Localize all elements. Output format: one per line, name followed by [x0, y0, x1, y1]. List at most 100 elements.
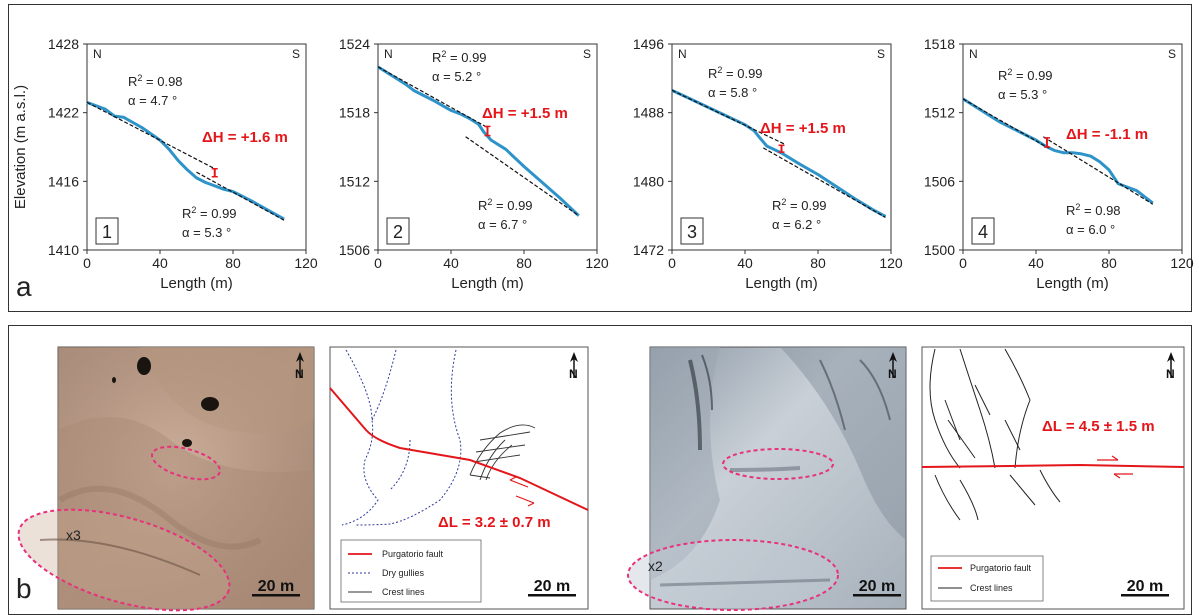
fit-line — [465, 136, 580, 217]
x-axis-label: Length (m) — [160, 275, 233, 292]
fit-line — [1042, 136, 1154, 205]
north-arrow-icon — [1167, 352, 1175, 378]
north-arrow-icon — [296, 352, 304, 378]
y-tick-label: 1518 — [924, 36, 955, 52]
alpha-label: α = 5.2 ° — [432, 69, 481, 84]
x-tick-label: 120 — [585, 255, 609, 271]
map1-scale: 20 m — [258, 578, 294, 595]
fit-line — [377, 66, 488, 129]
sketch2-scale-bar — [1121, 594, 1169, 597]
fit-line — [671, 89, 786, 145]
profile-number: 1 — [102, 222, 112, 242]
y-tick-label: 1416 — [48, 173, 79, 189]
y-tick-label: 1422 — [48, 105, 79, 121]
y-tick-label: 1506 — [924, 173, 955, 189]
fit-line — [196, 171, 285, 221]
x-axis-label: Length (m) — [745, 275, 818, 292]
sketch2-scale: 20 m — [1127, 578, 1163, 595]
legend2-fault: Purgatorio fault — [970, 563, 1032, 573]
sketch1-scale: 20 m — [534, 578, 570, 595]
x-tick-label: 40 — [443, 255, 459, 271]
profile-number-box — [680, 217, 704, 245]
sketch1-gullies — [341, 349, 462, 526]
sketch1-arrow2-icon — [515, 495, 535, 507]
sketch2-legend — [930, 555, 1044, 602]
x-axis-label: Length (m) — [451, 275, 524, 292]
y-tick-label: 1428 — [48, 36, 79, 52]
x-tick-label: 40 — [737, 255, 753, 271]
x-tick-label: 120 — [294, 255, 318, 271]
r2-label: R2 = 0.98 — [128, 73, 183, 89]
fit-line — [762, 147, 886, 218]
plot-area-4 — [962, 43, 1183, 251]
x-tick-label: 80 — [810, 255, 826, 271]
delta-h-label: ΔH = -1.1 m — [1066, 126, 1148, 143]
x-tick-label: 0 — [668, 255, 676, 271]
profile-number-box — [386, 217, 410, 245]
delta-h-label: ΔH = +1.5 m — [760, 120, 846, 137]
y-tick-label: 1512 — [339, 173, 370, 189]
x-tick-label: 0 — [374, 255, 382, 271]
north-arrow-icon — [570, 352, 578, 378]
north-label: N — [384, 47, 393, 61]
north-label: N — [969, 47, 978, 61]
x-tick-label: 80 — [1101, 255, 1117, 271]
map1-scale-bar — [252, 594, 300, 597]
r2-label: R2 = 0.99 — [998, 67, 1053, 83]
panel-b-letter: b — [16, 573, 32, 604]
y-tick-label: 1506 — [339, 242, 370, 258]
alpha-label: α = 5.3 ° — [998, 87, 1047, 102]
plot-area-1 — [86, 43, 307, 251]
y-tick-label: 1472 — [633, 242, 664, 258]
south-label: S — [877, 47, 885, 61]
y-tick-label: 1518 — [339, 105, 370, 121]
map1-magnify: x3 — [66, 527, 81, 543]
y-tick-label: 1480 — [633, 173, 664, 189]
r2-label: R2 = 0.99 — [708, 65, 763, 81]
delta-h-label: ΔH = +1.5 m — [482, 105, 568, 122]
map1-north-label: N — [295, 367, 304, 381]
y-tick-label: 1512 — [924, 105, 955, 121]
sketch1-crests — [469, 424, 536, 481]
north-label: N — [678, 47, 687, 61]
profile-number: 3 — [687, 222, 697, 242]
map2-magnify: x2 — [648, 558, 663, 574]
north-arrow-icon — [889, 352, 897, 378]
sketch2-fault-line — [921, 463, 1185, 468]
map2-north-label: N — [888, 367, 897, 381]
south-label: S — [583, 47, 591, 61]
x-tick-label: 80 — [516, 255, 532, 271]
satellite-map — [17, 346, 315, 612]
x-tick-label: 0 — [83, 255, 91, 271]
north-label: N — [93, 47, 102, 61]
y-tick-label: 1500 — [924, 242, 955, 258]
x-tick-label: 0 — [959, 255, 967, 271]
hillshade-map — [627, 346, 907, 611]
r2-label: R2 = 0.99 — [182, 205, 237, 221]
sketch1-fault-line — [329, 387, 589, 511]
alpha-label: α = 6.7 ° — [478, 217, 527, 232]
y-tick-label: 1496 — [633, 36, 664, 52]
legend1-crests: Crest lines — [382, 587, 425, 597]
x-tick-label: 120 — [879, 255, 903, 271]
panel-a-letter: a — [16, 271, 32, 302]
panel-a-frame — [8, 4, 1192, 312]
profile-number-box — [971, 217, 995, 245]
profile-line — [962, 97, 1154, 205]
sketch2-arrow2-icon — [1113, 473, 1133, 479]
profile-number: 4 — [978, 222, 988, 242]
sketch2-crests — [929, 348, 1061, 521]
profile-line — [86, 100, 285, 221]
y-axis-label: Elevation (m a.s.l.) — [12, 85, 29, 209]
x-axis-label: Length (m) — [1036, 275, 1109, 292]
alpha-label: α = 5.3 ° — [182, 225, 231, 240]
x-tick-label: 120 — [1170, 255, 1194, 271]
legend2-crests: Crest lines — [970, 583, 1013, 593]
delta-h-label: ΔH = +1.6 m — [202, 129, 288, 146]
profile-line — [377, 65, 580, 217]
r2-label: R2 = 0.99 — [478, 197, 533, 213]
r2-label: R2 = 0.99 — [432, 49, 487, 65]
profile-number: 2 — [393, 222, 403, 242]
